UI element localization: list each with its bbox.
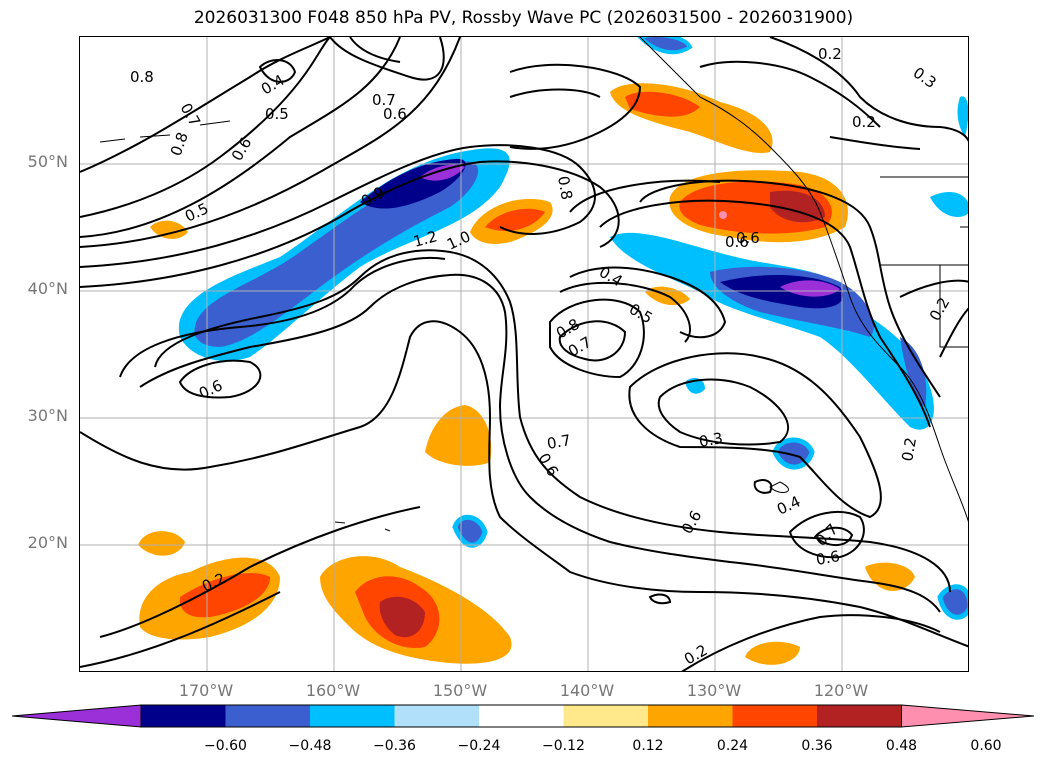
lat-label: 50°N (27, 152, 68, 171)
contour-label: 0.6 (725, 233, 749, 251)
lon-label: 160°W (305, 681, 361, 700)
colorbar-tick-label: 0.36 (801, 738, 833, 754)
lat-label: 30°N (27, 406, 68, 425)
colorbar-extend-right (901, 704, 1035, 728)
gridlines (80, 37, 968, 671)
contour-label: 0.6 (196, 376, 225, 402)
colorbar-segment (225, 705, 311, 727)
positive-anomaly-blob-subtropic (425, 405, 492, 466)
colorbar-segment (310, 705, 395, 727)
colorbar-tick-label: 0.60 (970, 738, 1002, 754)
contour-label: 0.2 (898, 436, 920, 463)
contour-label: 0.8 (167, 130, 192, 159)
contour-label: 0.2 (818, 45, 842, 63)
lon-label: 150°W (432, 681, 488, 700)
lat-label: 20°N (27, 533, 68, 552)
contour-label: 1.2 (411, 227, 439, 251)
negative-anomaly-band-ne (610, 232, 934, 430)
colorbar-extend-left (11, 704, 142, 728)
colorbar-tick-label: −0.48 (288, 738, 332, 754)
lon-label: 130°W (686, 681, 742, 700)
colorbar-segment (563, 705, 649, 727)
colorbar-tick-label: 0.24 (716, 738, 749, 754)
contour-label: 0.7 (177, 100, 205, 130)
contour-label: 0.8 (130, 68, 154, 86)
colorbar-segment (732, 705, 818, 727)
contour-label: 0.3 (698, 429, 725, 451)
colorbar-tick-label: 0.12 (632, 738, 664, 754)
contour-label: 0.2 (852, 113, 876, 131)
contour-label: 0.6 (228, 134, 256, 164)
contour-label: 0.6 (383, 105, 407, 123)
contour-label: 0.6 (535, 450, 563, 480)
colorbar-tick-label: −0.12 (542, 738, 585, 754)
contour-label: 0.5 (265, 105, 289, 123)
contour-label: 0.8 (554, 175, 576, 202)
contour-label: 0.6 (815, 547, 842, 569)
map-plot-area: 0.8 0.7 0.4 0.5 0.6 0.8 0.5 0.6 0.7 0.9 … (79, 36, 969, 672)
contour-label: 0.5 (626, 300, 656, 328)
colorbar (11, 704, 1035, 728)
contour-label: 0.2 (681, 641, 711, 669)
contour-label: 0.6 (736, 229, 760, 247)
contour-label: 0.6 (678, 507, 706, 537)
pv-contours (80, 37, 968, 671)
lat-label: 40°N (27, 279, 68, 298)
contour-label: 0.3 (910, 64, 940, 92)
coastlines (99, 37, 968, 532)
contour-label: 1.0 (444, 227, 473, 253)
colorbar-tick-label: 0.48 (885, 738, 918, 754)
shading-layer (138, 37, 968, 665)
colorbar-segment (479, 705, 564, 727)
colorbar-tick-label: −0.24 (457, 738, 501, 754)
colorbar-segment (648, 705, 733, 727)
contour-label: 0.4 (774, 492, 803, 518)
chart-title: 2026031300 F048 850 hPa PV, Rossby Wave … (193, 8, 854, 28)
colorbar-segment (394, 705, 480, 727)
colorbar-segment (817, 705, 902, 727)
map-canvas: 0.8 0.7 0.4 0.5 0.6 0.8 0.5 0.6 0.7 0.9 … (80, 37, 968, 671)
colorbar-segment (141, 705, 226, 727)
lon-label: 120°W (813, 681, 869, 700)
colorbar-tick-label: −0.36 (373, 738, 416, 754)
contour-label: 0.2 (926, 294, 954, 324)
lon-label: 140°W (559, 681, 615, 700)
lon-label: 170°W (178, 681, 234, 700)
colorbar-tick-label: −0.60 (204, 738, 247, 754)
contour-label: 0.4 (258, 71, 288, 99)
contour-label: 0.7 (372, 91, 396, 109)
contour-label: 0.7 (546, 431, 573, 453)
colorbar-frame (140, 704, 902, 728)
